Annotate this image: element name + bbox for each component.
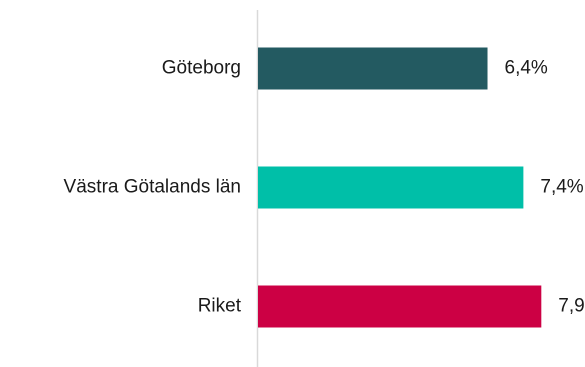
category-label-2: Riket <box>198 296 242 317</box>
value-label-0: 6,4% <box>505 58 548 79</box>
category-label-1: Västra Götalands län <box>64 177 241 198</box>
value-label-2: 7,9% <box>558 296 585 317</box>
value-label-1: 7,4% <box>540 177 583 198</box>
bar-0 <box>258 47 488 90</box>
category-label-0: Göteborg <box>162 58 241 79</box>
bar-2 <box>258 285 542 328</box>
bars-group <box>258 47 542 328</box>
category-labels: Göteborg Västra Götalands län Riket <box>64 58 242 317</box>
value-labels: 6,4% 7,4% 7,9% <box>505 58 585 317</box>
bar-1 <box>258 166 524 209</box>
